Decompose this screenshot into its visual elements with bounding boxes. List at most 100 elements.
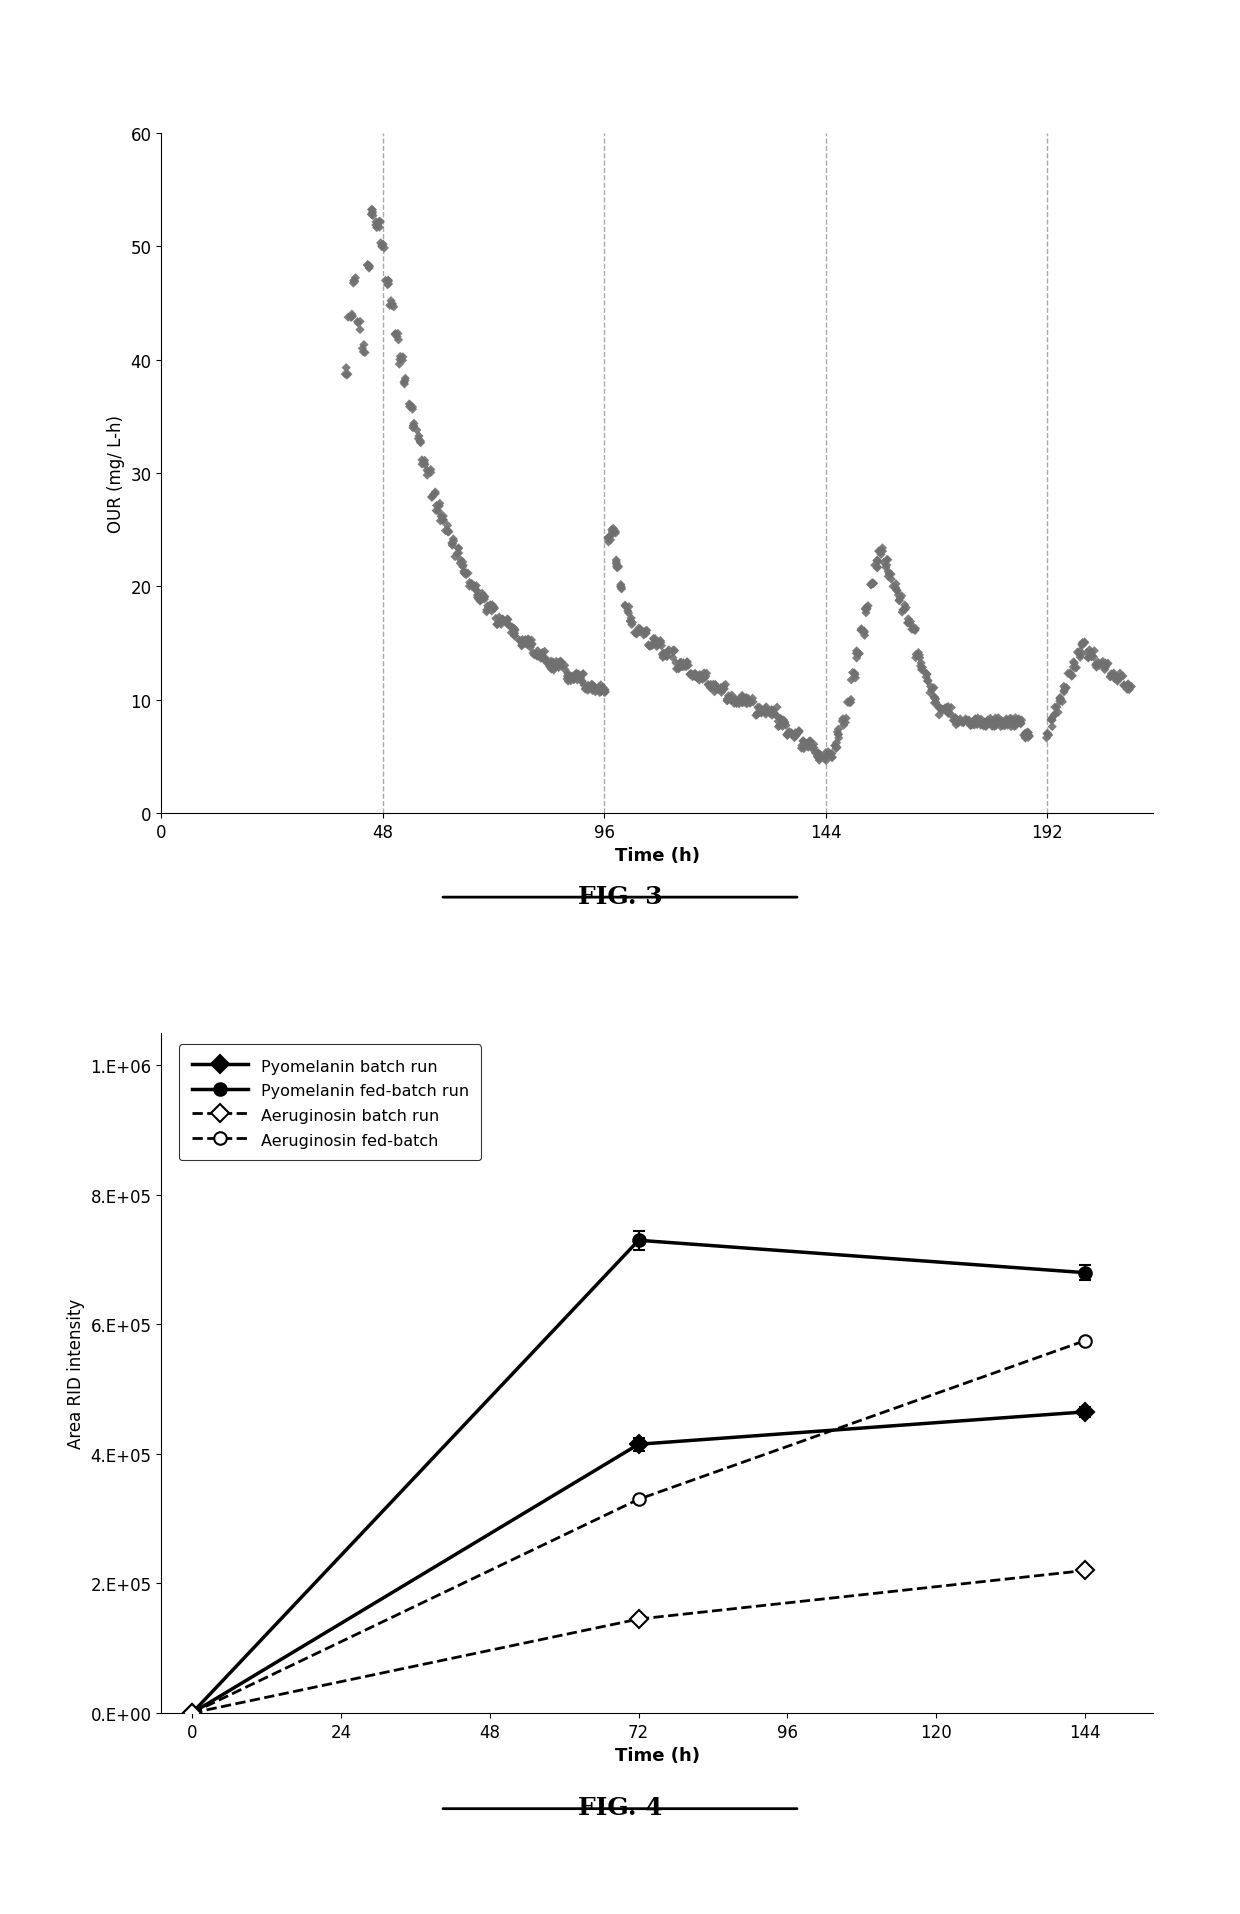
Point — [748, 701, 768, 731]
Point — [841, 687, 861, 718]
Point — [756, 693, 776, 723]
Point — [719, 683, 739, 714]
Point — [828, 720, 848, 750]
Point — [497, 605, 517, 635]
Point — [810, 743, 830, 773]
Point — [482, 597, 502, 628]
Point — [630, 614, 650, 645]
Point — [480, 590, 500, 620]
Point — [898, 609, 918, 639]
Point — [544, 651, 564, 681]
Point — [808, 739, 828, 769]
Point — [399, 392, 419, 423]
Point — [1070, 635, 1090, 666]
Point — [444, 526, 464, 557]
Point — [739, 687, 759, 718]
Point — [336, 354, 356, 385]
Point — [353, 329, 373, 360]
Point — [909, 639, 929, 670]
Point — [712, 676, 732, 706]
Point — [794, 727, 813, 758]
Point — [968, 706, 988, 737]
Point — [636, 618, 656, 649]
Point — [846, 662, 866, 693]
Point — [408, 425, 428, 456]
Point — [357, 251, 377, 281]
Point — [977, 710, 997, 741]
Point — [976, 708, 996, 739]
Point — [733, 681, 753, 712]
Point — [352, 333, 372, 364]
Point — [435, 517, 455, 547]
Point — [443, 528, 463, 559]
Point — [603, 517, 622, 547]
Point — [1009, 706, 1029, 737]
Point — [335, 360, 355, 390]
Point — [1060, 658, 1080, 689]
Point — [466, 570, 486, 601]
Point — [1078, 637, 1097, 668]
Point — [738, 683, 758, 714]
Point — [1095, 649, 1115, 679]
Point — [443, 530, 463, 561]
Point — [826, 731, 846, 762]
Point — [378, 270, 398, 300]
Point — [985, 712, 1004, 743]
Point — [681, 660, 701, 691]
Point — [839, 687, 859, 718]
Point — [393, 346, 413, 377]
Point — [541, 647, 560, 678]
Point — [387, 322, 407, 352]
Point — [857, 595, 877, 626]
Point — [663, 637, 683, 668]
Point — [1006, 712, 1025, 743]
Point — [379, 291, 399, 322]
Point — [694, 662, 714, 693]
Point — [346, 264, 366, 295]
Point — [988, 702, 1008, 733]
Point — [551, 647, 570, 678]
Point — [740, 689, 760, 720]
Point — [936, 693, 956, 723]
Point — [879, 559, 899, 590]
Point — [649, 630, 668, 660]
Point — [378, 266, 398, 297]
Point — [1114, 670, 1133, 701]
Point — [905, 616, 925, 647]
Point — [626, 618, 646, 649]
Point — [444, 524, 464, 555]
Point — [649, 628, 668, 658]
Point — [605, 517, 625, 547]
Point — [1042, 706, 1061, 737]
Point — [828, 714, 848, 745]
Point — [527, 641, 547, 672]
Point — [870, 538, 890, 568]
Point — [434, 505, 454, 536]
Point — [947, 706, 967, 737]
Point — [642, 630, 662, 660]
Point — [811, 743, 831, 773]
Point — [856, 599, 875, 630]
Point — [424, 480, 444, 511]
Point — [701, 674, 720, 704]
Point — [756, 699, 776, 729]
Point — [676, 653, 696, 683]
Point — [538, 649, 558, 679]
Point — [937, 697, 957, 727]
Point — [1053, 687, 1073, 718]
Point — [644, 630, 663, 660]
Point — [763, 701, 782, 731]
Point — [994, 708, 1014, 739]
Point — [1003, 706, 1023, 737]
Point — [479, 593, 498, 624]
Point — [582, 670, 601, 701]
Point — [630, 614, 650, 645]
Point — [822, 739, 842, 769]
Point — [464, 572, 484, 603]
Point — [682, 662, 702, 693]
Point — [766, 701, 786, 731]
Point — [776, 710, 796, 741]
Point — [410, 427, 430, 457]
Point — [727, 685, 746, 716]
Point — [815, 745, 835, 775]
